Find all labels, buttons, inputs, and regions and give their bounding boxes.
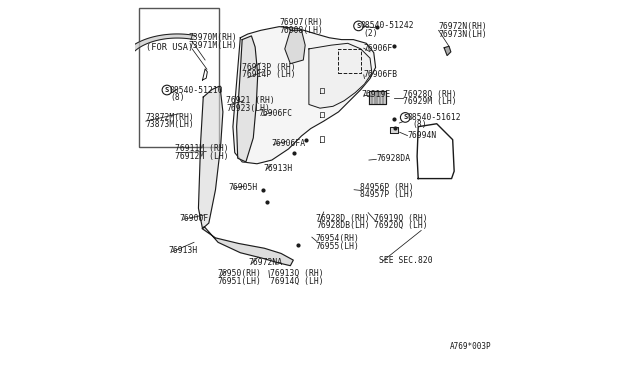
Text: 76914P (LH): 76914P (LH) [242,70,296,79]
Circle shape [354,21,364,31]
Polygon shape [233,27,376,164]
Polygon shape [202,227,293,266]
Text: S: S [403,115,408,121]
Text: 76913H: 76913H [168,246,197,255]
Text: SEE SEC.820: SEE SEC.820 [380,256,433,265]
Text: 76906FC: 76906FC [259,109,293,118]
Text: 76951(LH): 76951(LH) [218,277,262,286]
Text: 76900F: 76900F [180,214,209,223]
Text: 76908(LH): 76908(LH) [279,26,323,35]
Polygon shape [237,36,258,162]
Text: 76950(RH): 76950(RH) [218,269,262,278]
Text: 76906F: 76906F [364,44,393,52]
Text: A769*003P: A769*003P [450,341,492,350]
Circle shape [162,85,172,95]
Text: 76955(LH): 76955(LH) [316,241,360,250]
Text: 76921 (RH): 76921 (RH) [226,96,275,105]
Text: 76972N(RH): 76972N(RH) [438,22,487,31]
Bar [139,8,219,147]
Text: S: S [165,87,169,93]
Polygon shape [444,46,451,55]
Polygon shape [369,92,386,105]
Text: 76928D (RH): 76928D (RH) [316,214,370,223]
Text: 73873M(LH): 73873M(LH) [146,121,195,129]
Text: 76954(RH): 76954(RH) [316,234,360,243]
Text: 76911M (RH): 76911M (RH) [175,144,228,153]
Text: 76994N: 76994N [408,131,436,140]
Text: 76913Q (RH): 76913Q (RH) [269,269,323,278]
Polygon shape [309,43,372,108]
Text: 08540-51210: 08540-51210 [169,86,223,95]
Text: 76972NA: 76972NA [248,258,283,267]
Text: 76913H: 76913H [263,164,292,173]
Text: 76907(RH): 76907(RH) [279,19,323,28]
Text: 76923(LH): 76923(LH) [226,104,270,113]
Text: 73971M(LH): 73971M(LH) [188,41,237,50]
Text: 76920Q (LH): 76920Q (LH) [374,221,428,230]
Text: 76912M (LH): 76912M (LH) [175,152,228,161]
Text: (8): (8) [413,120,428,129]
Text: (8): (8) [170,93,185,102]
Text: 84957P (LH): 84957P (LH) [360,190,413,199]
Circle shape [401,113,410,122]
Text: 76919Q (RH): 76919Q (RH) [374,214,428,223]
Text: (FOR USA): (FOR USA) [146,42,193,51]
Text: 08540-51612: 08540-51612 [408,113,461,122]
Text: 76914Q (LH): 76914Q (LH) [269,277,323,286]
Text: 76928DA: 76928DA [376,154,410,163]
Polygon shape [120,34,195,70]
Text: 76913P (RH): 76913P (RH) [242,63,296,72]
Polygon shape [390,127,398,133]
Text: (2): (2) [364,29,378,38]
Text: 76973N(LH): 76973N(LH) [438,29,487,39]
Text: 76906FA: 76906FA [271,139,305,148]
Polygon shape [198,86,223,229]
Text: 76929M (LH): 76929M (LH) [403,97,457,106]
Text: 76919E: 76919E [362,90,391,99]
Text: 76928Q (RH): 76928Q (RH) [403,90,457,99]
Text: 08540-51242: 08540-51242 [361,22,414,31]
Text: 73970M(RH): 73970M(RH) [188,33,237,42]
Text: 76905H: 76905H [228,183,258,192]
Text: 76928DB(LH): 76928DB(LH) [316,221,370,230]
Text: 73872M(RH): 73872M(RH) [146,113,195,122]
Text: 76906FB: 76906FB [364,70,398,79]
Polygon shape [285,31,305,64]
Text: 84956P (RH): 84956P (RH) [360,183,413,192]
Text: S: S [356,23,361,29]
